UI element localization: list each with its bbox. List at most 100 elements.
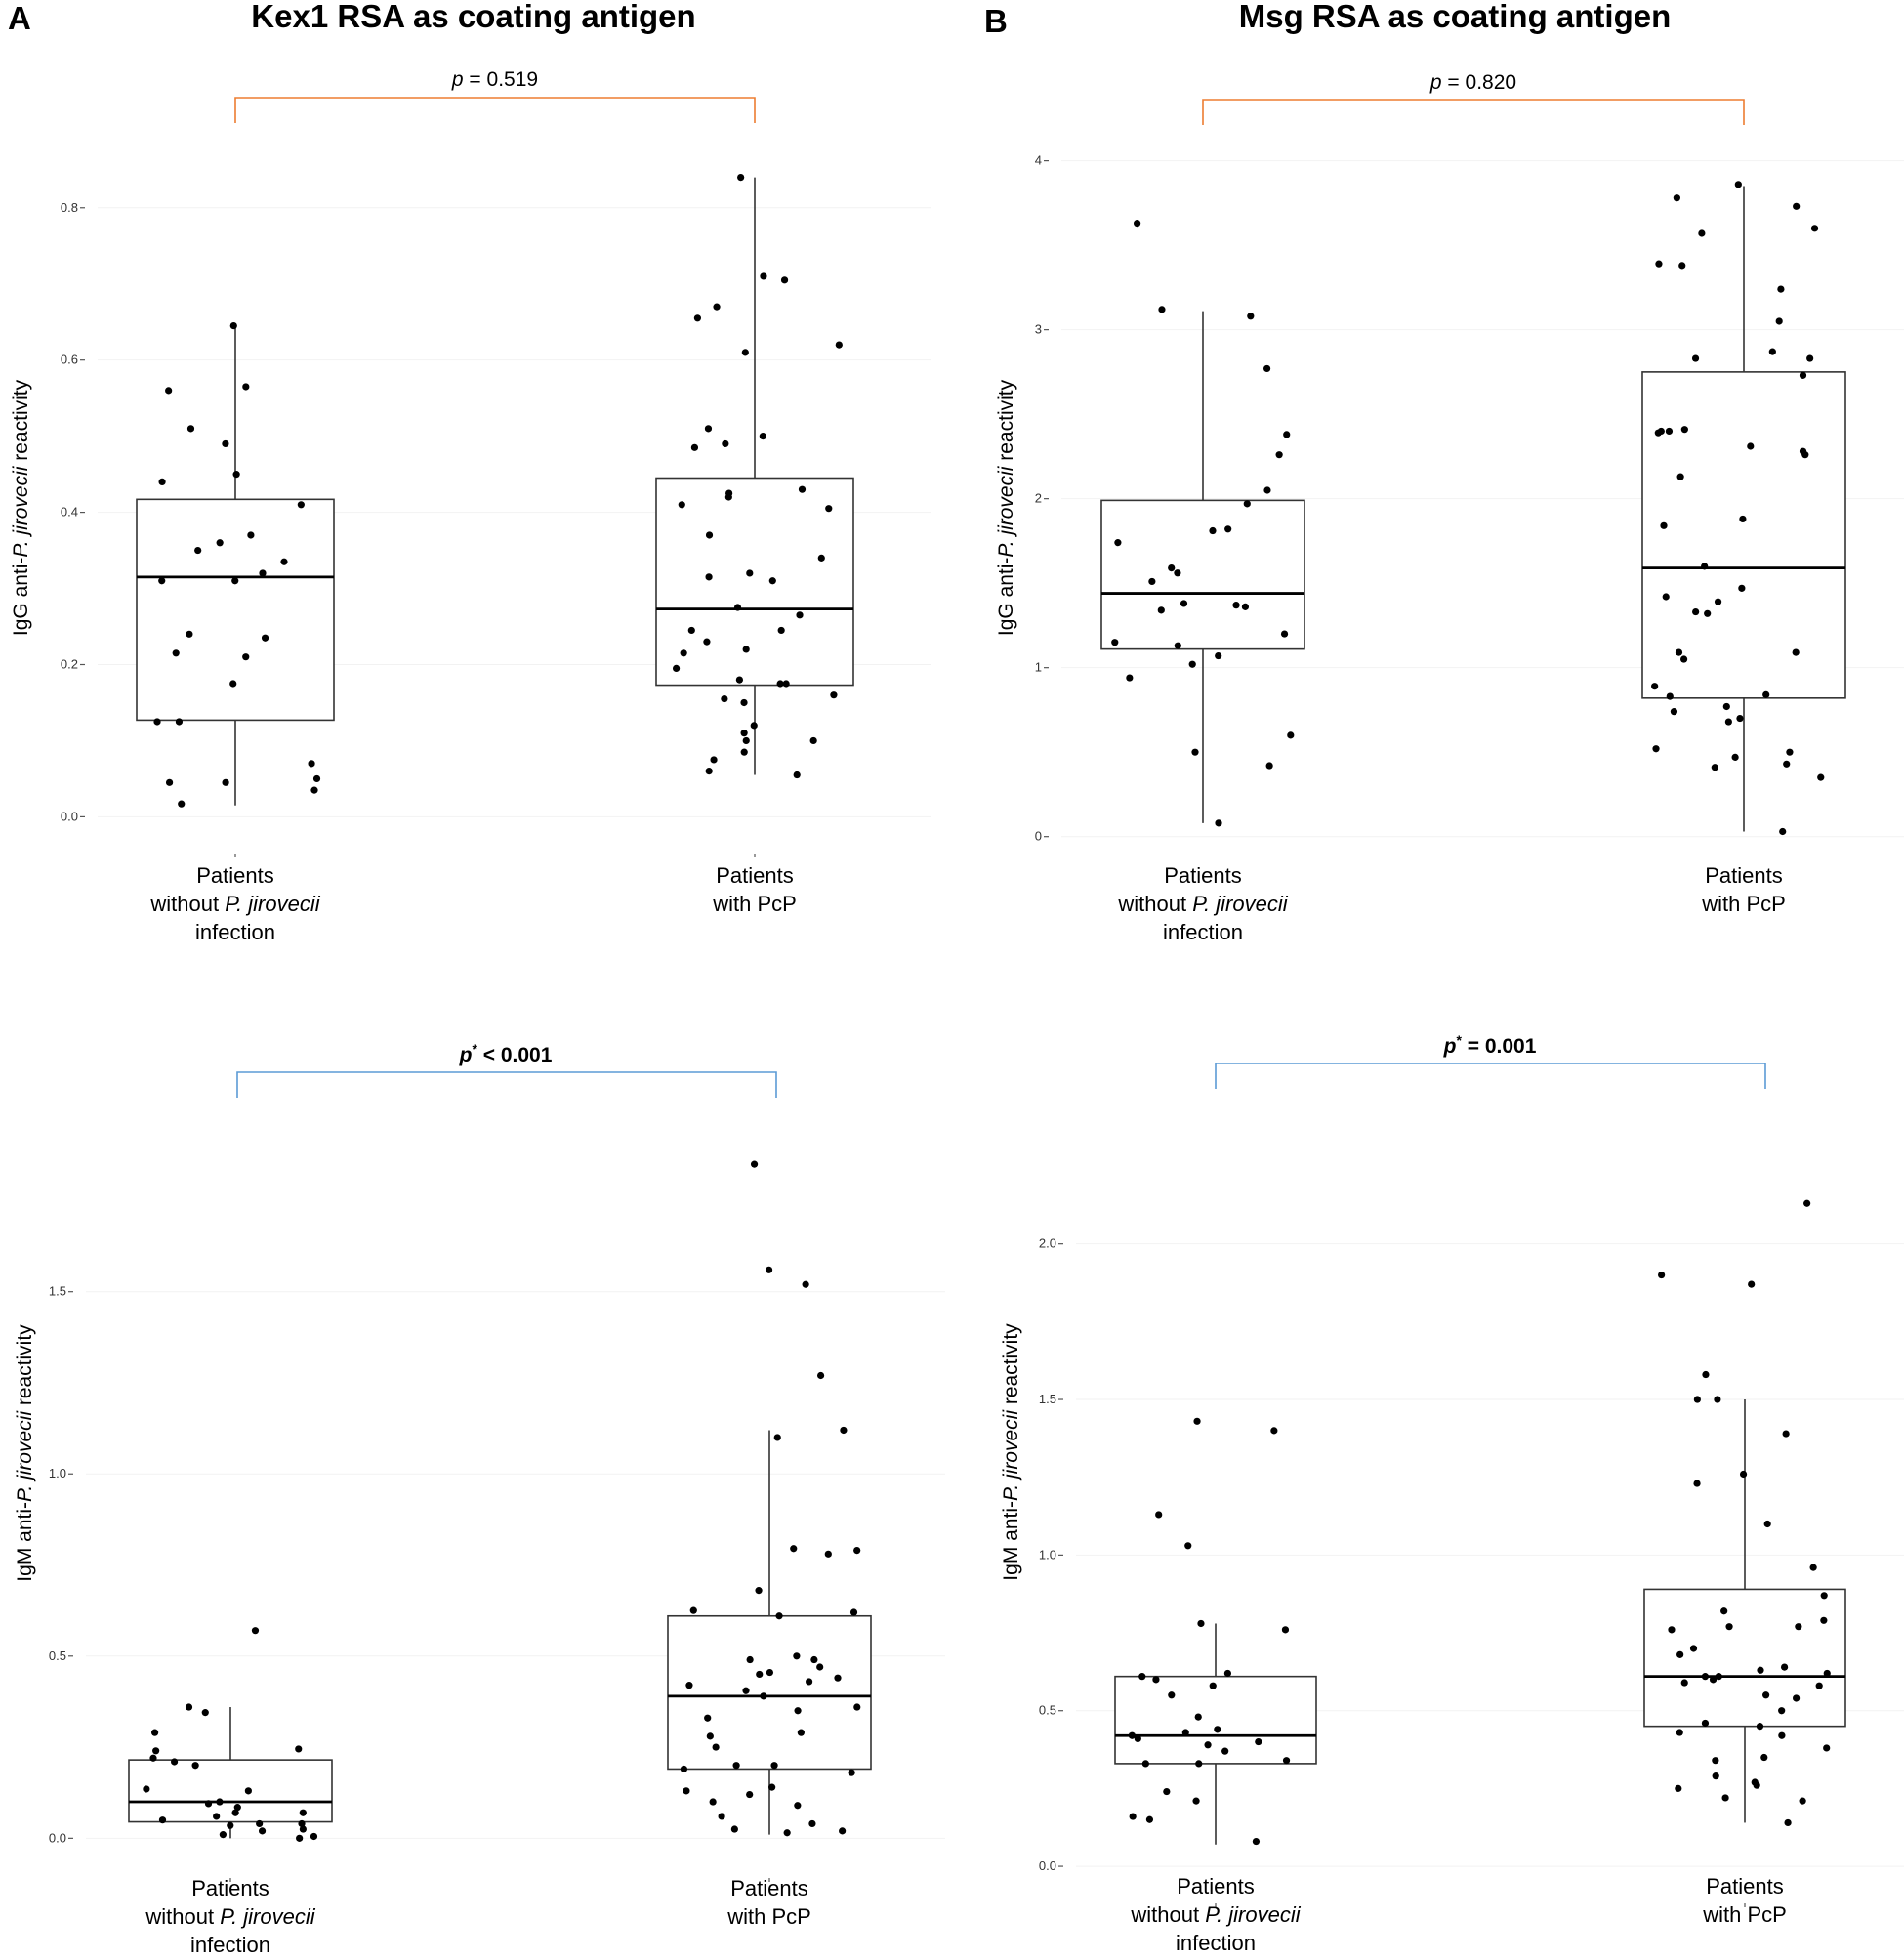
y-tick-label: 0.2 [61, 657, 78, 672]
data-point [1666, 692, 1674, 700]
data-point [1784, 1818, 1792, 1827]
x-category-text: Patients [196, 863, 274, 888]
y-tick-label: 0.5 [1039, 1703, 1056, 1718]
data-point [853, 1546, 861, 1555]
data-point [1806, 354, 1814, 362]
data-point [1792, 648, 1800, 656]
data-point [693, 314, 702, 322]
y-tick-label: 2.0 [1039, 1236, 1056, 1251]
data-point [153, 718, 161, 726]
data-point [765, 1266, 773, 1273]
data-point [1163, 1787, 1171, 1796]
x-category-text: infection [195, 920, 275, 944]
y-axis-label-suffix: reactivity [14, 1324, 36, 1411]
data-point [816, 1663, 824, 1671]
data-point [703, 638, 711, 646]
y-axis-label: IgM anti-P. jirovecii reactivity [1000, 1323, 1022, 1581]
data-point [816, 1371, 825, 1380]
data-point [1197, 1619, 1205, 1628]
y-tick-label: 0.5 [49, 1648, 66, 1663]
data-point [194, 546, 202, 555]
group-1: Patients with PcP [1641, 181, 1846, 916]
y-axis-label-species: P. jirovecii [14, 1410, 36, 1502]
data-point [308, 760, 315, 768]
data-point [712, 1743, 720, 1751]
data-point [244, 1787, 252, 1795]
data-point [780, 276, 789, 284]
data-point [297, 501, 305, 509]
data-point [1670, 708, 1678, 716]
significance-bracket [1202, 99, 1745, 125]
y-axis-label: IgM anti-P. jirovecii reactivity [14, 1324, 36, 1582]
data-point [705, 768, 713, 775]
data-point [1148, 577, 1156, 586]
data-point [1281, 1626, 1290, 1634]
x-category-label: Patients [1177, 1874, 1255, 1898]
data-point [1282, 1757, 1291, 1765]
y-axis-label: IgG anti-P. jirovecii reactivity [995, 379, 1017, 636]
data-point [1817, 773, 1825, 781]
data-point [825, 505, 833, 513]
data-point [227, 1821, 234, 1829]
data-point [798, 485, 807, 493]
y-tick-label: 1 [1035, 660, 1042, 675]
data-point [680, 649, 687, 657]
data-point [1252, 1837, 1261, 1846]
data-point [258, 1827, 267, 1835]
data-point [1188, 660, 1196, 668]
data-point [1168, 563, 1176, 572]
data-point [251, 1627, 260, 1635]
data-point [1241, 603, 1250, 610]
data-point [1701, 563, 1709, 570]
data-point [1712, 1772, 1719, 1780]
data-point [790, 1545, 798, 1553]
data-point [1720, 1607, 1728, 1615]
data-point [746, 1655, 754, 1664]
data-point [1736, 714, 1744, 723]
data-point [1145, 1815, 1154, 1823]
x-category-species: P. jirovecii [1192, 892, 1289, 916]
data-point [770, 1762, 778, 1770]
data-point [1655, 260, 1663, 268]
data-point [775, 1612, 783, 1620]
data-point [721, 694, 728, 703]
x-category-text: without [1117, 892, 1192, 916]
panel-letter-b: B [984, 3, 1008, 39]
data-point [1760, 1753, 1768, 1762]
data-point [794, 1707, 802, 1715]
data-point [1665, 427, 1674, 436]
data-point [1768, 348, 1776, 355]
data-point [172, 649, 180, 657]
x-category-text: infection [190, 1933, 270, 1955]
data-point [151, 1729, 159, 1736]
data-point [1180, 600, 1188, 607]
x-category-label: without P. jirovecii [1117, 892, 1288, 916]
data-point [204, 1800, 213, 1808]
data-point [1152, 1676, 1160, 1684]
data-point [808, 1819, 816, 1828]
data-point [1693, 1396, 1701, 1403]
box-iqr [128, 1759, 333, 1823]
data-point [1676, 473, 1684, 480]
data-point [1793, 1694, 1801, 1702]
x-category-label: Patients [716, 863, 794, 888]
data-point [1809, 1564, 1817, 1571]
data-point [1174, 569, 1181, 577]
data-point [1799, 1797, 1806, 1805]
significance-bracket [234, 97, 756, 123]
data-point [782, 680, 790, 688]
data-point [1654, 429, 1662, 437]
data-point [1738, 584, 1746, 592]
data-point [1689, 1645, 1698, 1652]
data-point [742, 736, 750, 745]
data-point [768, 577, 776, 585]
data-point [1223, 1669, 1232, 1678]
data-point [1174, 642, 1181, 649]
x-category-text: Patients [191, 1876, 269, 1900]
data-point [222, 439, 229, 448]
data-point [685, 1682, 693, 1689]
data-point [1209, 526, 1217, 535]
x-category-species: P. jirovecii [225, 892, 321, 916]
